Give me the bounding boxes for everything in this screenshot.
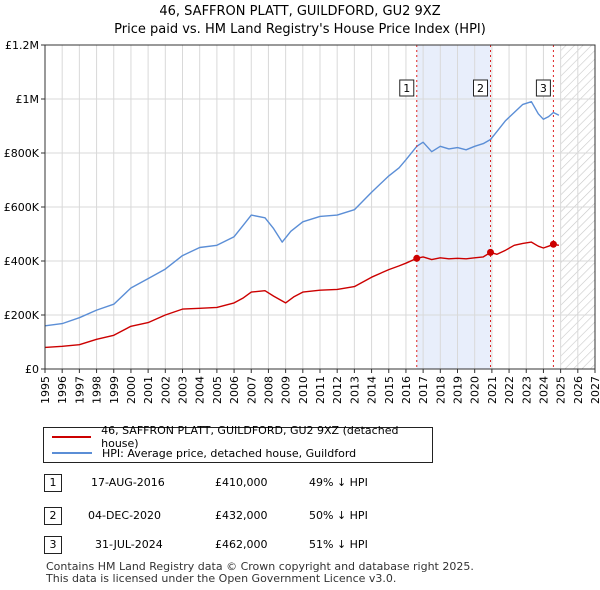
x-tick-label: 2000 xyxy=(125,376,138,404)
footer-copyright: Contains HM Land Registry data © Crown c… xyxy=(46,560,474,573)
x-tick-label: 2010 xyxy=(297,376,310,404)
legend-swatch-property xyxy=(52,436,92,438)
transaction-hpi: 50% ↓ HPI xyxy=(309,509,368,522)
x-tick-label: 2002 xyxy=(159,376,172,404)
transaction-date: 17-AUG-2016 xyxy=(91,476,165,489)
x-tick-label: 1998 xyxy=(91,376,104,404)
transaction-price: £432,000 xyxy=(215,509,268,522)
x-tick-label: 2021 xyxy=(486,376,499,404)
x-tick-label: 2017 xyxy=(417,376,430,404)
table-row: 2 04-DEC-2020 £432,000 50% ↓ HPI xyxy=(0,507,600,525)
x-tick-label: 1999 xyxy=(108,376,121,404)
x-tick-label: 2025 xyxy=(555,376,568,404)
x-tick-label: 2006 xyxy=(228,376,241,404)
sale-point xyxy=(487,248,494,256)
y-tick-label: £600K xyxy=(4,201,40,214)
y-tick-label: £1M xyxy=(16,93,40,106)
sale-marker-box xyxy=(399,79,415,97)
x-tick-label: 2012 xyxy=(331,376,344,404)
legend-item-property: 46, SAFFRON PLATT, GUILDFORD, GU2 9XZ (d… xyxy=(52,424,432,450)
x-tick-label: 2013 xyxy=(348,376,361,404)
x-tick-label: 2015 xyxy=(383,376,396,404)
x-tick-label: 1995 xyxy=(39,376,52,404)
sale-point xyxy=(413,254,421,262)
transaction-price: £410,000 xyxy=(215,476,268,489)
x-tick-label: 2001 xyxy=(142,376,155,404)
plot-frame xyxy=(44,44,596,370)
x-tick-label: 2003 xyxy=(177,376,190,404)
transaction-hpi: 51% ↓ HPI xyxy=(309,538,368,551)
footer-licence: This data is licensed under the Open Gov… xyxy=(46,572,397,585)
legend-label-hpi: HPI: Average price, detached house, Guil… xyxy=(102,446,357,460)
table-row: 1 17-AUG-2016 £410,000 49% ↓ HPI xyxy=(0,474,600,492)
sale-point xyxy=(549,240,557,248)
x-tick-label: 2024 xyxy=(537,376,550,404)
x-tick-label: 2022 xyxy=(503,376,516,404)
x-tick-label: 1997 xyxy=(73,376,86,404)
chart-title: 46, SAFFRON PLATT, GUILDFORD, GU2 9XZ xyxy=(159,4,441,19)
x-tick-label: 1996 xyxy=(56,376,69,404)
chart-subtitle: Price paid vs. HM Land Registry's House … xyxy=(114,22,486,37)
legend-swatch-hpi xyxy=(52,452,92,454)
y-tick-label: £400K xyxy=(4,255,40,268)
transaction-date: 04-DEC-2020 xyxy=(88,509,162,522)
x-tick-label: 2016 xyxy=(400,376,413,404)
x-tick-label: 2004 xyxy=(194,376,207,404)
x-tick-label: 2023 xyxy=(520,376,533,404)
footer: Contains HM Land Registry data © Crown c… xyxy=(46,561,474,585)
y-tick-label: £0 xyxy=(25,363,39,376)
price-chart: 1 2 3 £0 £200K £400K £600K £800K £1M £1.2M 1995 19… xyxy=(4,39,600,404)
legend-item-hpi: HPI: Average price, detached house, Guil… xyxy=(52,445,356,461)
sale-marker-box xyxy=(473,79,488,97)
y-tick-label: £800K xyxy=(4,147,40,160)
x-tick-label: 2009 xyxy=(280,376,293,404)
x-tick-label: 2027 xyxy=(589,376,600,404)
transaction-hpi: 49% ↓ HPI xyxy=(309,476,368,489)
y-tick-label: £200K xyxy=(4,309,40,322)
x-tick-label: 2005 xyxy=(211,376,224,404)
x-tick-label: 2019 xyxy=(452,376,465,404)
sale-marker-label: 3 xyxy=(540,82,547,95)
x-tick-label: 2020 xyxy=(469,376,482,404)
transaction-date: 31-JUL-2024 xyxy=(95,538,163,551)
x-tick-label: 2018 xyxy=(434,376,447,404)
table-row: 3 31-JUL-2024 £462,000 51% ↓ HPI xyxy=(0,536,600,554)
x-tick-label: 2014 xyxy=(366,376,379,404)
transaction-marker-2: 2 xyxy=(44,507,62,525)
sale-marker-label: 2 xyxy=(477,82,484,95)
x-tick-label: 2011 xyxy=(314,376,327,404)
sale-marker-label: 1 xyxy=(403,82,410,95)
sale-marker-box xyxy=(535,79,551,97)
y-tick-label: £1.2M xyxy=(5,39,39,52)
series-line-hpi xyxy=(45,101,560,327)
series-line-property xyxy=(45,241,560,349)
legend-label-property: 46, SAFFRON PLATT, GUILDFORD, GU2 9XZ (d… xyxy=(101,424,399,450)
x-tick-label: 2026 xyxy=(572,376,585,404)
transaction-marker-3: 3 xyxy=(44,536,62,554)
chart-legend: 46, SAFFRON PLATT, GUILDFORD, GU2 9XZ (d… xyxy=(43,424,433,463)
x-tick-label: 2008 xyxy=(262,376,275,404)
x-tick-label: 2007 xyxy=(245,376,258,404)
transaction-price: £462,000 xyxy=(215,538,268,551)
transaction-marker-1: 1 xyxy=(44,474,62,492)
